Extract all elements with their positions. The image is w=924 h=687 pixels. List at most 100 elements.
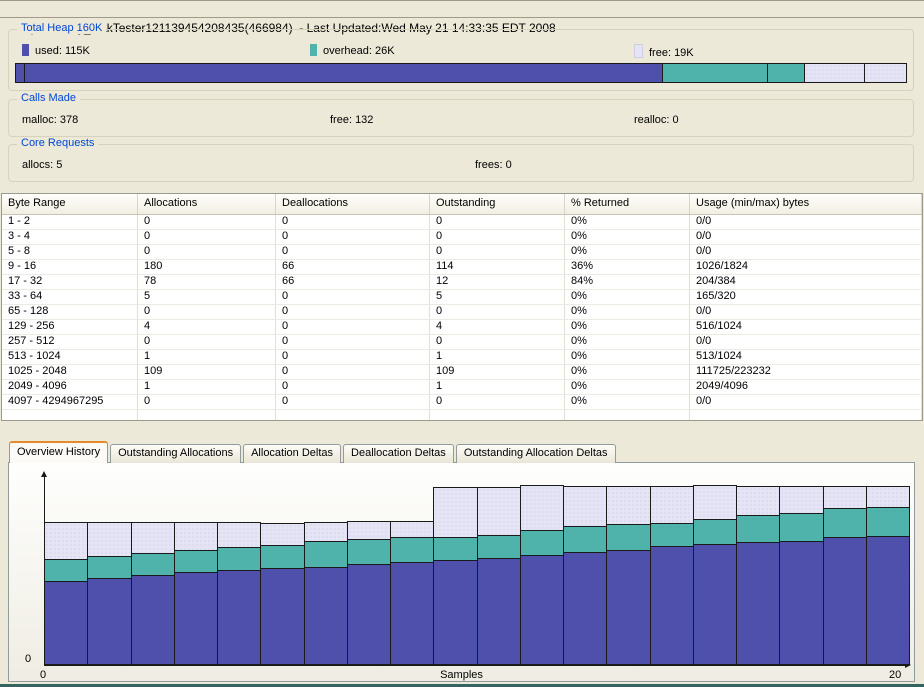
table-cell: 129 - 256	[2, 320, 138, 334]
table-row[interactable]: 65 - 128 0 0 0 0% 0/0	[2, 305, 922, 320]
chart-bar-segment-used	[736, 542, 780, 665]
table-cell: 0%	[565, 350, 690, 364]
table-cell: 165/320	[690, 290, 922, 304]
table-row[interactable]: 2049 - 4096 1 0 1 0% 2049/4096	[2, 380, 922, 395]
table-cell: 0%	[565, 380, 690, 394]
chart-bar-segment-overhead	[650, 523, 694, 547]
table-body: 1 - 2 0 0 0 0% 0/0 3 - 4 0 0 0 0% 0/0 5 - 8 0 0 0 0% 0/0 9…	[2, 215, 922, 420]
chart-bar-segment-free	[693, 485, 737, 520]
table-cell: 0	[430, 335, 565, 349]
heap-segment-overhead	[662, 63, 768, 83]
table-cell: 513/1024	[690, 350, 922, 364]
table-row[interactable]: 17 - 32 78 66 12 84% 204/384	[2, 275, 922, 290]
table-cell: 84%	[565, 275, 690, 289]
chart-bar-segment-overhead	[44, 559, 88, 582]
chart-bar-segment-used	[87, 578, 132, 665]
table-row[interactable]: 257 - 512 0 0 0 0% 0/0	[2, 335, 922, 350]
chart-bar-segment-overhead	[433, 537, 478, 561]
table-cell: 0	[276, 320, 430, 334]
chart-bar-segment-used	[260, 568, 305, 665]
chart-bar-segment-used	[390, 562, 434, 665]
chart-bar-segment-used	[779, 541, 824, 665]
column-header-usage-min-max-bytes[interactable]: Usage (min/max) bytes	[690, 194, 922, 214]
table-row[interactable]: 3 - 4 0 0 0 0% 0/0	[2, 230, 922, 245]
table-row[interactable]: 1025 - 2048 109 0 109 0% 111725/223232	[2, 365, 922, 380]
table-cell: 1	[430, 350, 565, 364]
column-header-byte-range[interactable]: Byte Range	[2, 194, 138, 214]
table-cell: 1	[138, 350, 276, 364]
chart-bar-segment-free	[260, 523, 305, 546]
chart-bar-segment-used	[520, 555, 564, 665]
chart-bar-segment-used	[44, 581, 88, 665]
table-cell: 180	[138, 260, 276, 274]
chart-bar-segment-overhead	[736, 515, 780, 543]
table-cell: 0%	[565, 320, 690, 334]
table-row[interactable]: 129 - 256 4 0 4 0% 516/1024	[2, 320, 922, 335]
table-cell: 109	[430, 365, 565, 379]
chart-bar-segment-used	[131, 575, 175, 665]
table-cell: 1	[430, 380, 565, 394]
table-cell: 0	[430, 395, 565, 409]
table-row[interactable]: 9 - 16 180 66 114 36% 1026/1824	[2, 260, 922, 275]
overview-history-panel: 0 0 Samples 20	[8, 462, 915, 682]
column-header-deallocations[interactable]: Deallocations	[276, 194, 430, 214]
table-cell: 0/0	[690, 215, 922, 229]
chart-bar-segment-free	[174, 522, 218, 551]
heap-segment-free	[804, 63, 865, 83]
chart-bar-segment-overhead	[866, 507, 910, 537]
table-cell: 17 - 32	[2, 275, 138, 289]
table-row-empty[interactable]	[2, 410, 922, 420]
table-cell: 0%	[565, 230, 690, 244]
table-cell: 0%	[565, 305, 690, 319]
heap-segment-overhead	[767, 63, 805, 83]
tab-overview-history[interactable]: Overview History	[9, 441, 109, 463]
table-row[interactable]: 33 - 64 5 0 5 0% 165/320	[2, 290, 922, 305]
chart-bar-segment-free	[44, 522, 88, 560]
stat-allocs: allocs: 5	[22, 159, 63, 171]
table-cell: 0	[138, 245, 276, 259]
table-cell: 0	[138, 215, 276, 229]
table-cell: 0	[138, 335, 276, 349]
chart-bar-segment-overhead	[693, 519, 737, 545]
chart-bar-segment-overhead	[606, 524, 651, 551]
column-header-allocations[interactable]: Allocations	[138, 194, 276, 214]
heap-segment-used	[24, 63, 663, 83]
table-cell	[276, 410, 430, 420]
tab-deallocation-deltas[interactable]: Deallocation Deltas	[343, 444, 454, 463]
table-cell: 5	[138, 290, 276, 304]
table-cell: 0	[276, 230, 430, 244]
table-cell: 1 - 2	[2, 215, 138, 229]
tab-outstanding-allocations[interactable]: Outstanding Allocations	[110, 444, 242, 463]
calls-made-group-title: Calls Made	[17, 92, 81, 104]
chart-bar-segment-overhead	[390, 537, 434, 563]
calls-made-group: Calls Made malloc: 378 free: 132 realloc: …	[8, 92, 914, 137]
tab-allocation-deltas[interactable]: Allocation Deltas	[243, 444, 342, 463]
chart-bar-segment-overhead	[217, 547, 261, 571]
chart-bar-segment-used	[477, 558, 521, 665]
table-row[interactable]: 513 - 1024 1 0 1 0% 513/1024	[2, 350, 922, 365]
y-axis-arrow-icon	[41, 471, 47, 477]
chart-bar-segment-used	[174, 572, 218, 665]
history-tab-strip: Overview History Outstanding Allocations A…	[9, 441, 616, 463]
table-row[interactable]: 5 - 8 0 0 0 0% 0/0	[2, 245, 922, 260]
chart-bar-segment-used	[433, 560, 478, 665]
table-cell: 4	[138, 320, 276, 334]
column-header-outstanding[interactable]: Outstanding	[430, 194, 565, 214]
table-header-row: Byte Range Allocations Deallocations Outsta…	[2, 194, 922, 215]
table-cell: 0	[276, 305, 430, 319]
chart-bar-segment-free	[347, 521, 391, 540]
x-axis-end-label: 20	[889, 669, 902, 681]
table-cell: 0%	[565, 245, 690, 259]
table-cell: 0	[430, 305, 565, 319]
table-cell: 0	[276, 365, 430, 379]
table-cell	[565, 410, 690, 420]
chart-bar-segment-free	[606, 486, 651, 525]
chart-bar-segment-free	[520, 485, 564, 531]
x-axis	[44, 665, 906, 666]
tab-outstanding-allocation-deltas[interactable]: Outstanding Allocation Deltas	[455, 444, 616, 463]
table-row[interactable]: 1 - 2 0 0 0 0% 0/0	[2, 215, 922, 230]
chart-bar-segment-free	[779, 486, 824, 514]
column-header--returned[interactable]: % Returned	[565, 194, 690, 214]
table-row[interactable]: 4097 - 4294967295 0 0 0 0% 0/0	[2, 395, 922, 410]
